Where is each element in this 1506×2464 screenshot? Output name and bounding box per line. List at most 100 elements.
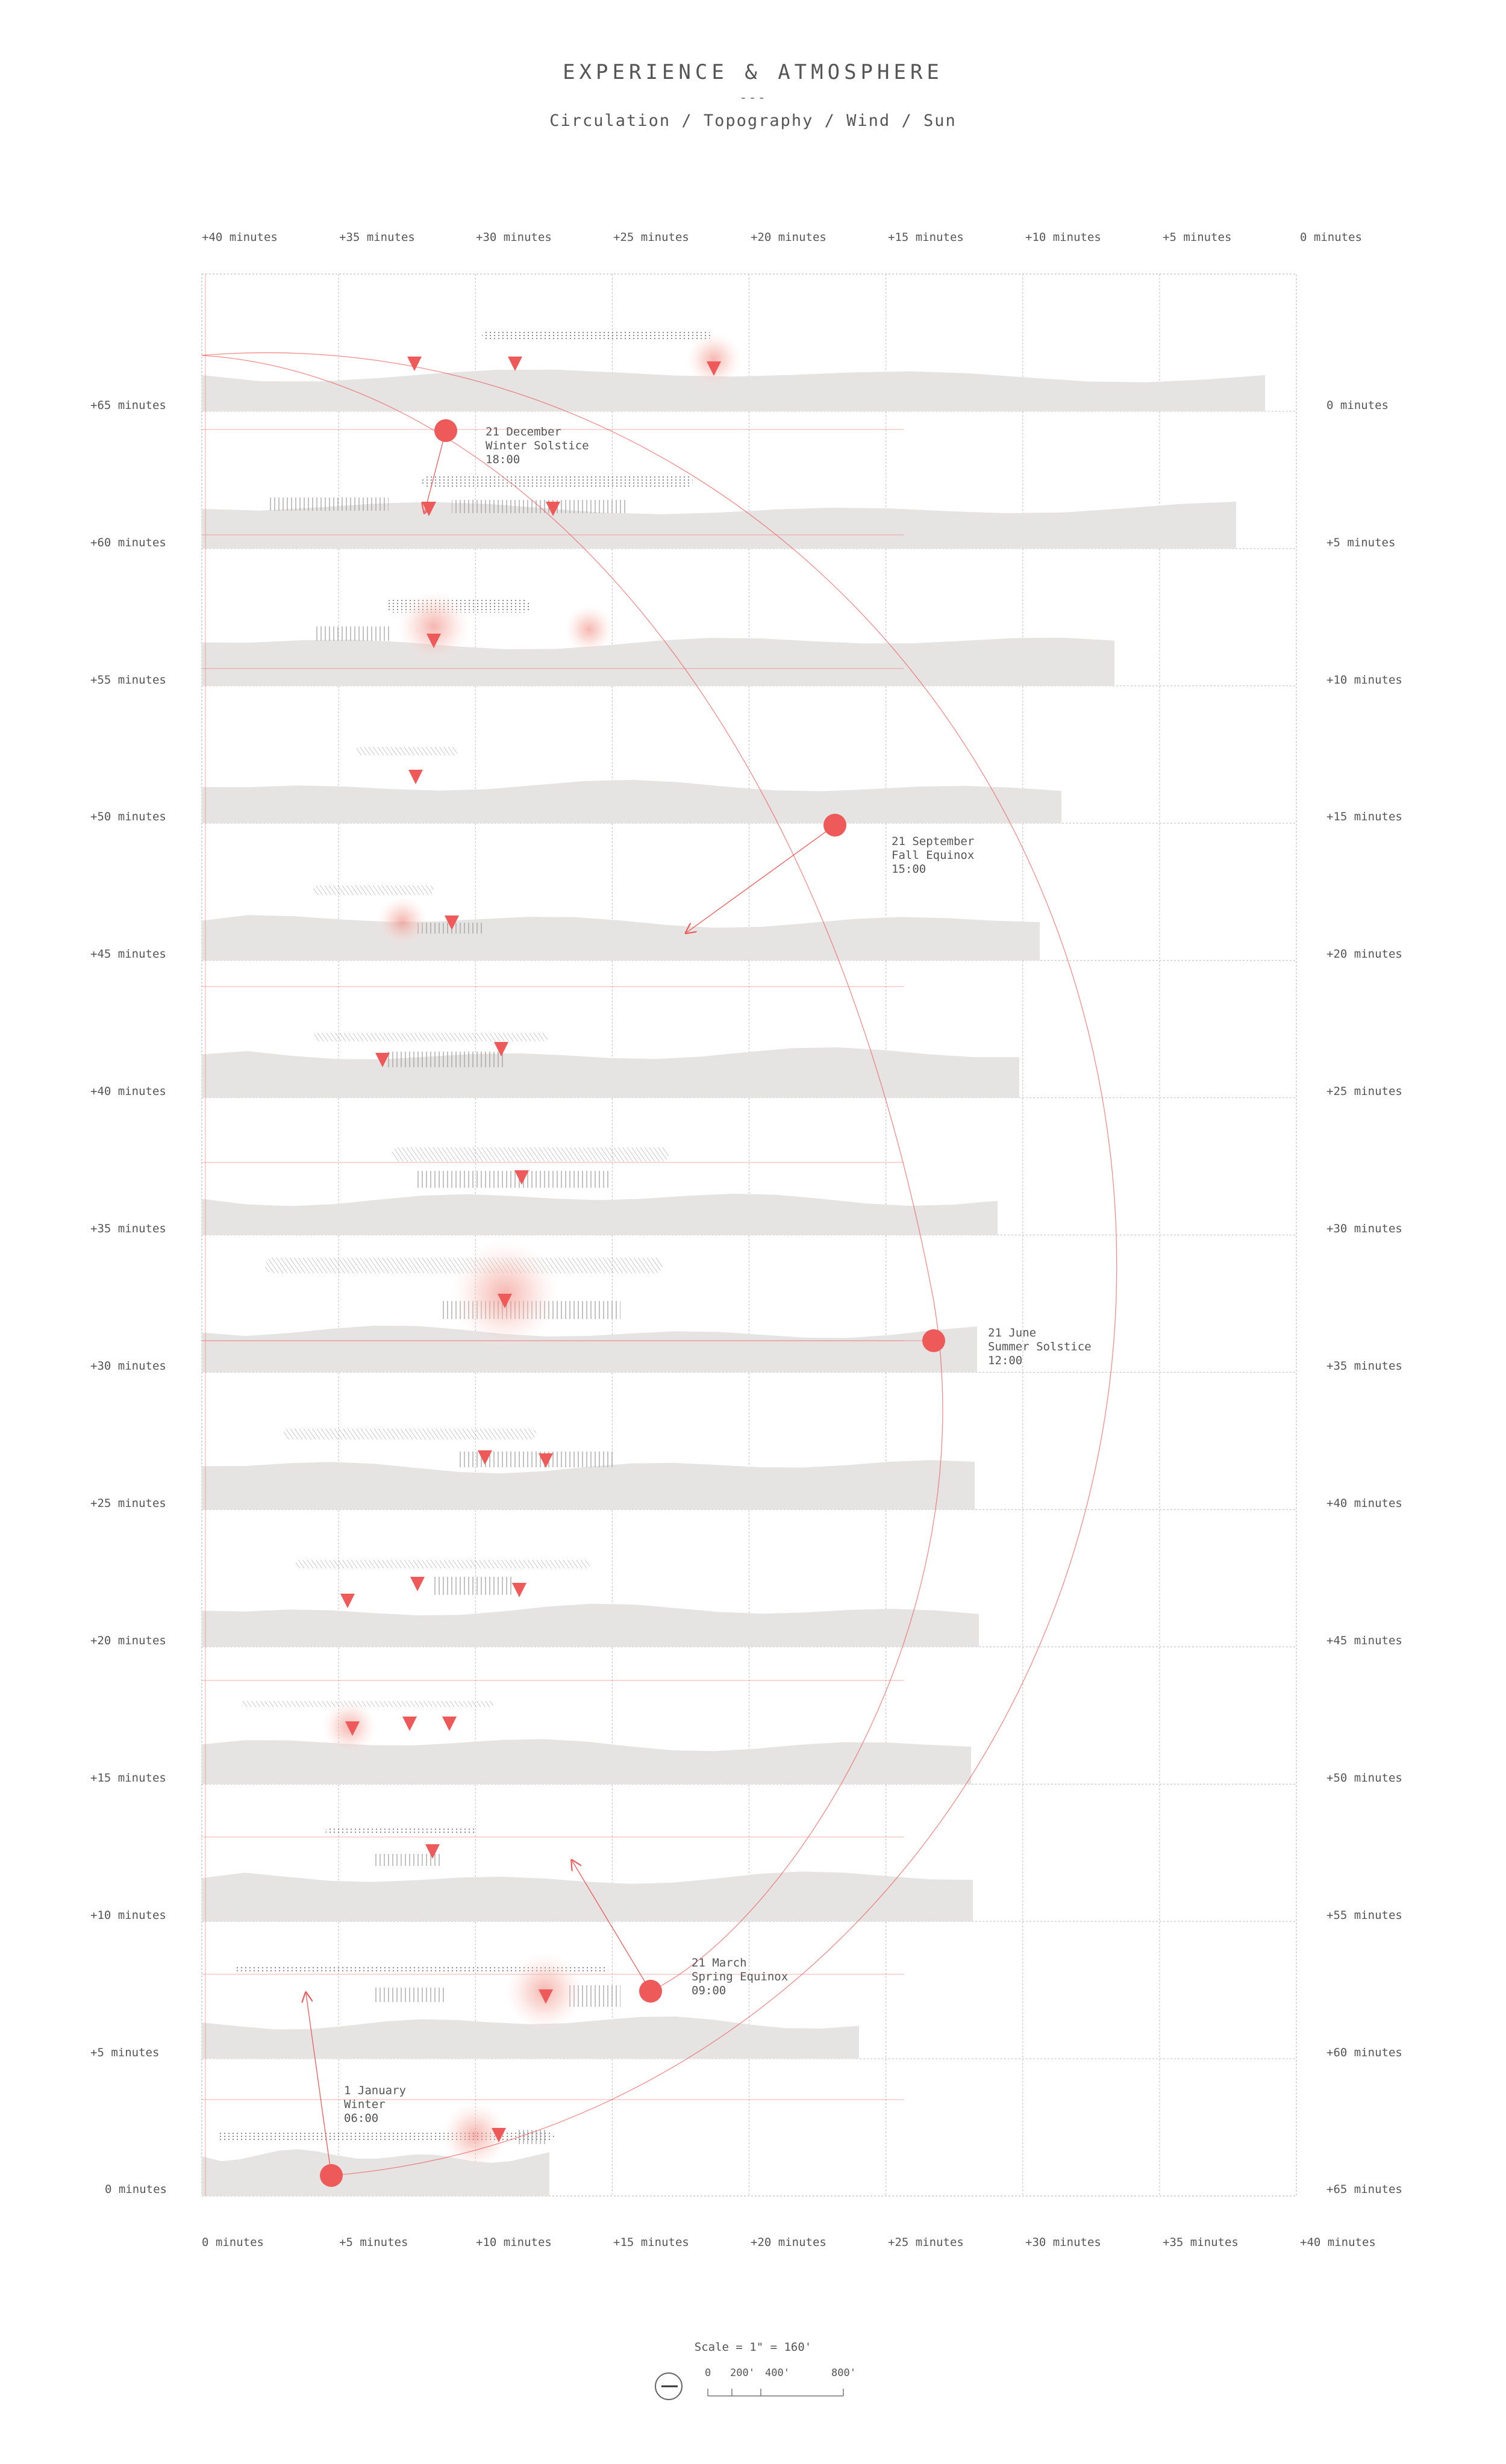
wind-pattern: [313, 885, 434, 895]
circulation-marker-icon: [442, 1717, 457, 1731]
bottom-axis-label: 0 minutes: [202, 2236, 264, 2249]
circulation-marker-icon: [425, 1844, 440, 1859]
left-axis-label: +5 minutes: [90, 2046, 160, 2059]
sun-direction-arrow: [687, 825, 836, 932]
bottom-axis-label: +25 minutes: [888, 2236, 964, 2249]
circulation-marker-icon: [539, 1453, 553, 1468]
bottom-axis-label: +20 minutes: [751, 2236, 826, 2249]
wind-pattern: [422, 476, 693, 487]
circulation-marker-icon: [410, 1577, 425, 1591]
left-axis-label: +55 minutes: [90, 673, 166, 687]
sun-position-icon: [434, 419, 457, 442]
sun-halo: [687, 332, 741, 387]
bottom-axis-label: +5 minutes: [339, 2236, 408, 2249]
circulation-marker-icon: [512, 1583, 526, 1597]
circulation-marker-icon: [408, 770, 423, 784]
terrain-band: [202, 1194, 998, 1235]
terrain-band: [202, 1326, 977, 1373]
right-axis-label: +45 minutes: [1326, 1634, 1402, 1647]
left-axis-label: +20 minutes: [90, 1634, 166, 1647]
circulation-marker-icon: [498, 1294, 512, 1308]
building-structure: [268, 497, 389, 511]
scale-mark: 200': [730, 2367, 755, 2379]
left-axis-label: 0 minutes: [105, 2183, 167, 2196]
right-axis-label: +10 minutes: [1326, 673, 1402, 687]
north-icon: [655, 2372, 683, 2400]
left-axis-label: +40 minutes: [90, 1085, 166, 1098]
terrain-band: [202, 502, 1236, 549]
left-axis-label: +65 minutes: [90, 399, 166, 412]
left-axis-label: +60 minutes: [90, 536, 166, 549]
circulation-marker-icon: [492, 2128, 506, 2142]
right-axis-label: +55 minutes: [1326, 1909, 1402, 1922]
sun-halo: [398, 590, 470, 663]
circulation-marker-icon: [402, 1717, 417, 1731]
building-structure: [386, 1052, 506, 1067]
sun-annotation-spring-equinox: 21 March Spring Equinox 09:00: [692, 1956, 789, 1997]
left-axis-label: +35 minutes: [90, 1222, 166, 1235]
circulation-marker-icon: [407, 357, 422, 371]
circulation-marker-icon: [494, 1042, 508, 1056]
sun-annotation-fall-equinox: 21 September Fall Equinox 15:00: [892, 835, 975, 876]
scale-mark: 800': [831, 2367, 856, 2379]
terrain-band: [202, 1871, 973, 1922]
sun-direction-arrow: [425, 430, 446, 512]
terrain-band: [202, 2016, 859, 2059]
scale-mark: 400': [765, 2367, 790, 2379]
terrain-bands: [202, 369, 1265, 2196]
top-axis-label: 0 minutes: [1300, 231, 1362, 244]
bottom-axis-label: +40 minutes: [1300, 2236, 1376, 2249]
circulation-marker-icon: [707, 361, 721, 376]
title-separator: ---: [739, 90, 767, 105]
terrain-band: [202, 1739, 971, 1785]
terrain-band: [202, 1460, 975, 1510]
sun-annotation-winter-solstice: 21 December Winter Solstice 18:00: [486, 425, 589, 466]
sun-path-arc: [201, 355, 943, 1992]
sun-position-icon: [639, 1980, 662, 2003]
top-axis-label: +10 minutes: [1025, 231, 1101, 244]
circulation-marker-icon: [340, 1594, 355, 1608]
sun-halos: [322, 332, 741, 2168]
wind-pattern: [355, 747, 458, 755]
scale-mark: 0: [705, 2367, 711, 2379]
circulation-marker-icon: [539, 1989, 553, 2004]
right-axis-label: +5 minutes: [1326, 536, 1396, 549]
wind-pattern: [283, 1429, 536, 1439]
terrain-band: [202, 637, 1114, 686]
right-axis-label: +65 minutes: [1326, 2183, 1402, 2196]
right-axis-label: +30 minutes: [1326, 1222, 1402, 1235]
sun-halo: [442, 2102, 508, 2168]
bottom-axis-label: +10 minutes: [476, 2236, 552, 2249]
scale-label: Scale = 1" = 160': [694, 2341, 812, 2354]
terrain-band: [202, 1047, 1019, 1098]
terrain-band: [202, 915, 1040, 961]
right-axis-label: 0 minutes: [1326, 399, 1389, 412]
circulation-marker-icon: [426, 634, 441, 648]
left-axis-label: +30 minutes: [90, 1359, 166, 1373]
page-title: EXPERIENCE & ATMOSPHERE: [563, 60, 943, 84]
bottom-axis-label: +15 minutes: [613, 2236, 689, 2249]
sun-position-icon: [823, 814, 846, 837]
sun-direction-arrow: [306, 1994, 332, 2176]
wind-pattern: [392, 1147, 669, 1162]
right-axis-label: +40 minutes: [1326, 1497, 1402, 1510]
sun-direction-arrow: [572, 1861, 651, 1992]
sun-path: [201, 352, 1117, 2187]
right-axis-label: +25 minutes: [1326, 1085, 1402, 1098]
page-subtitle: Circulation / Topography / Wind / Sun: [549, 111, 957, 130]
sun-position-icon: [320, 2164, 343, 2187]
building-structure: [416, 923, 482, 934]
terrain-band: [202, 369, 1265, 411]
terrain-band: [202, 1603, 979, 1647]
wind-pattern: [295, 1560, 590, 1568]
top-axis-label: +40 minutes: [202, 231, 278, 244]
circulation-marker-icon: [345, 1721, 360, 1736]
sun-path-arc: [201, 352, 1117, 2176]
wind-pattern: [313, 1033, 548, 1041]
bottom-axis-label: +30 minutes: [1025, 2236, 1101, 2249]
top-axis-label: +25 minutes: [613, 231, 689, 244]
sun-halo: [377, 896, 428, 947]
right-axis-label: +35 minutes: [1326, 1359, 1402, 1373]
wind-patterns: [217, 331, 711, 2144]
